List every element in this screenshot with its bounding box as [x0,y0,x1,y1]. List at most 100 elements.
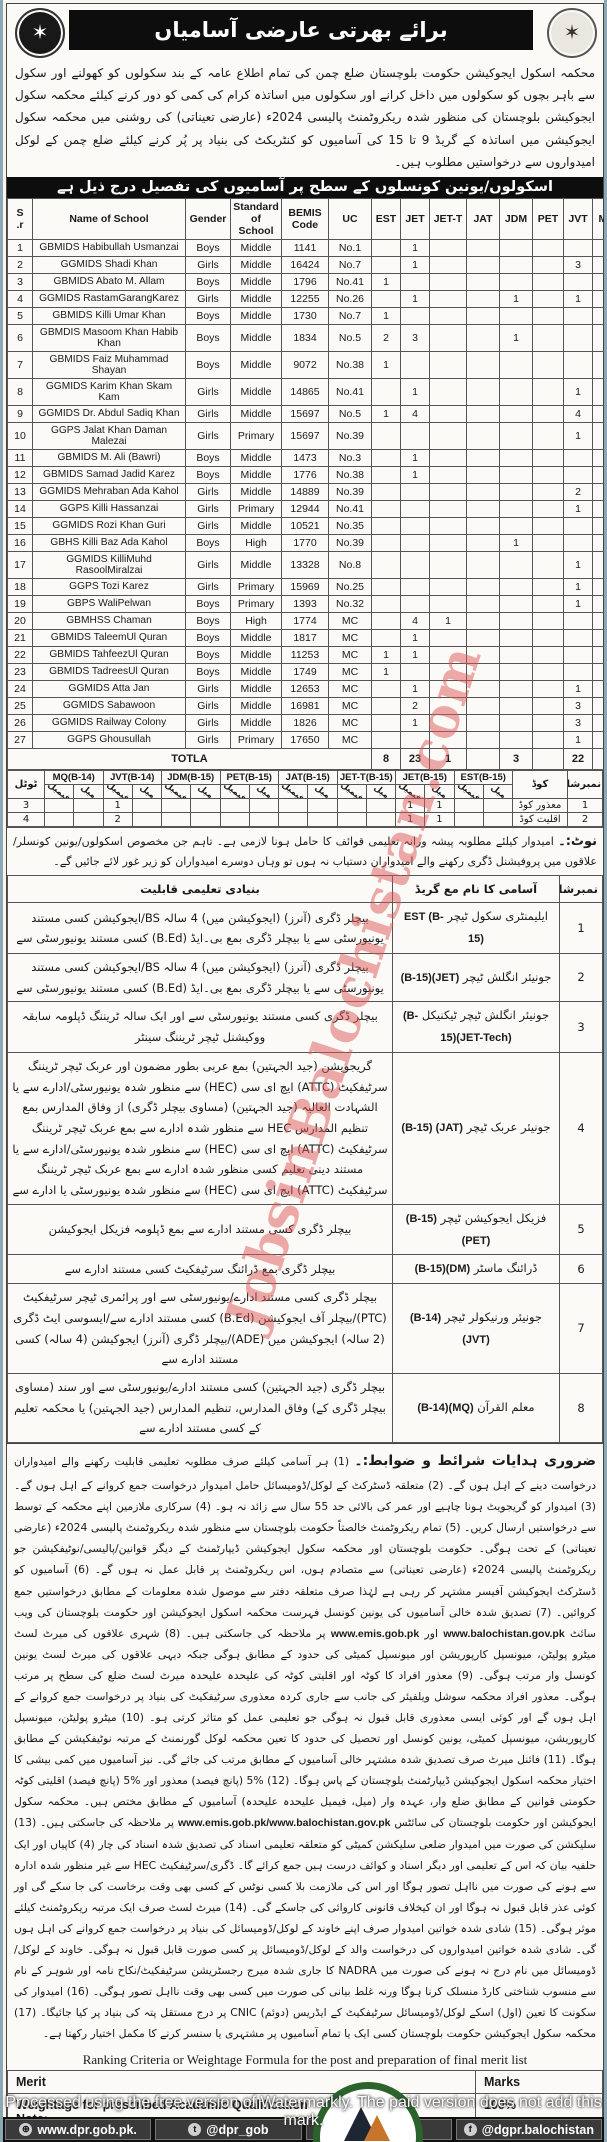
advert-title: برائے بھرتی عارضی آسامیاں [154,18,448,42]
table-cell: 4 [400,611,430,630]
table-cell: Primary [230,730,282,749]
table-cell [532,499,564,518]
table-cell [592,611,604,630]
school-name-cell: GBMHSS Chaman [32,611,186,630]
facebook-icon: f [463,2123,477,2136]
school-row: 1 GBMIDS Habibullah Usmanzai Boys Middle 114… [7,238,604,257]
table-cell [592,448,604,467]
table-cell: 14889 [281,482,329,501]
female-subheader: فیمیل [102,783,133,799]
school-name-cell: GGPS Tozi Karez [32,577,186,596]
table-cell [371,550,401,579]
qual-row: 4 جونیئر عربک ٹیچر (B-15) (JAT) گریجویشن (… [7,1051,603,1205]
table-cell: MC [328,730,372,749]
table-cell: 17650 [281,730,329,749]
table-cell: Primary [230,421,282,450]
quota-female-cell [43,797,75,813]
main-table: S .r Name of School Gender Standard of Scho… [7,197,604,770]
quota-male-cell [365,797,397,813]
quota-serial-cell: 1 [567,797,603,813]
table-cell: 21 [7,628,33,647]
school-name-cell: GGPS Killi Hassanzai [32,499,186,518]
table-cell [429,577,467,596]
quota-male-cell [482,811,514,827]
table-cell: 13328 [281,550,329,579]
table-cell: Boys [185,272,231,291]
column-header: BEMIS Code [281,197,329,240]
school-name-cell: GGPS Jalat Khan Daman Malezai [32,421,186,450]
table-cell: 1 [563,577,593,596]
table-cell [563,448,593,467]
jobsinbalochistan-logo: YOUR CAREER, YOUR CHOICE JOBSINBALOCHIST… [302,2082,434,2142]
table-cell: 1 [371,306,401,325]
conditions-heading: ضروری ہدایات شرائط و ضوابط:۔ [354,1452,596,1469]
table-cell [429,550,467,579]
total-cell: 23 [400,747,430,770]
table-cell: 4 [400,404,430,423]
total-cell: 6 [592,747,604,770]
website-url-balochistan: www.balochistan.gov.pk [443,1627,565,1640]
table-cell [429,465,467,484]
quota-post-header: MQ(B-14) [44,769,104,785]
table-cell: No.1 [328,238,372,257]
column-header: Standard of School [230,197,282,240]
qual-sr-cell: 7 [559,1283,603,1374]
school-row: 26 GGMIDS Railway Colony Girls Middle 1826 MC… [7,713,604,732]
vacancy-detail-subtitle: اسکولوں/یونین کونسلوں کے سطح پر آسامیوں … [7,176,603,198]
table-cell: 1817 [281,628,329,647]
school-name-cell: GGMIDS Shadi Khan [32,255,186,274]
table-cell [429,628,467,647]
table-cell: Middle [230,377,282,406]
table-cell: Middle [230,289,282,308]
quota-female-cell: 1 [394,811,426,827]
quota-male-cell [365,811,397,827]
school-name-cell: GBMIDS Killi Umar Khan [32,306,186,325]
table-cell [429,421,467,450]
table-cell [466,272,500,291]
table-cell: 1 [563,550,593,579]
table-cell [429,533,467,552]
table-cell: Middle [230,465,282,484]
quota-male-cell [248,811,280,827]
table-cell: Boys [185,594,231,613]
table-cell: 1774 [281,611,329,630]
table-cell: 7 [7,350,33,379]
school-row: 13 GGMIDS Mehraban Ada Kahol Girls Middle 14… [7,482,604,501]
school-row: 17 GGMIDS KilliMuhd RasoolMiralzai Girls Mi… [7,550,604,579]
table-cell: 13 [7,482,33,501]
quota-note-text: امیدوار کیلئے مطلوبہ پیشہ ورانہ تعلیمی ق… [13,834,597,869]
table-cell [429,306,467,325]
table-cell: No.41 [328,272,372,291]
post-grade: (B-15)(PET) [405,1212,491,1247]
table-cell [532,730,564,749]
school-row: 23 GBMIDS TadreesUl Quran Boys Middle 1749 MC… [7,662,604,681]
table-cell: 1 [371,272,401,291]
table-cell: MC [328,679,372,698]
table-cell [400,272,430,291]
table-cell [499,628,533,647]
department-crest-icon [547,8,597,58]
table-cell: 1393 [281,594,329,613]
table-cell: 1770 [281,533,329,552]
table-cell: 1 [400,679,430,698]
female-subheader: فیمیل [453,783,484,799]
qual-row: 7 جونیئر ورنیکولر ٹیچر (B-14)(JVT) بیچلر ڈ… [7,1283,603,1374]
table-cell [400,350,430,379]
table-cell [371,289,401,308]
table-cell: 3 [400,323,430,352]
table-cell: Middle [230,350,282,379]
table-cell: Girls [185,289,231,308]
table-cell [466,628,500,647]
footer-twitter: t @dpr_gob [155,2119,302,2140]
conditions-text-2: اور [419,1626,438,1640]
table-cell: No.38 [328,350,372,379]
table-cell: 17 [7,550,33,579]
quota-male-cell [248,797,280,813]
quota-female-cell: 2 [102,811,133,827]
post-grade: (B-15) (JAT) [401,1122,463,1135]
quota-code-header: کوڈ [512,769,568,799]
table-cell [371,611,401,630]
